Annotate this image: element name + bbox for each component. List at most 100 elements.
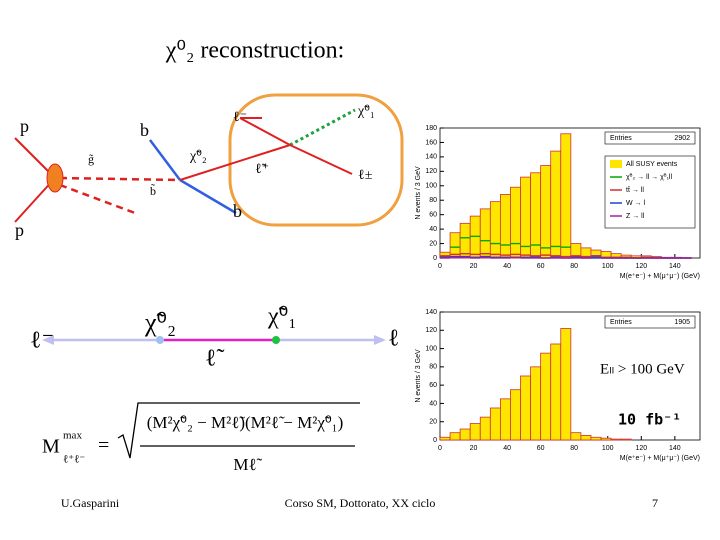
label: χ̃⁰₁ — [357, 104, 375, 119]
label: χ̃⁰₂ — [189, 149, 207, 164]
x-tick-label: 140 — [669, 445, 681, 452]
x-tick-label: 140 — [669, 263, 681, 270]
entries-label: Entries — [610, 135, 632, 142]
legend-label: tt̄ → ll — [626, 186, 644, 194]
bar — [469, 215, 481, 259]
highlight-box — [228, 93, 404, 227]
legend-label: All SUSY events — [626, 161, 678, 168]
y-tick-label: 140 — [425, 309, 437, 316]
label: b — [140, 120, 149, 140]
entries-box — [604, 131, 696, 145]
label: ℓ⁻ — [233, 110, 247, 125]
y-tick-label: 60 — [429, 212, 437, 219]
collision — [46, 163, 64, 193]
label: χ̃⁰₁ — [267, 304, 297, 330]
bar — [499, 194, 511, 259]
bar — [570, 432, 582, 441]
b-jet — [149, 139, 181, 181]
y-tick-label: 120 — [425, 327, 437, 334]
lepton-line — [239, 117, 291, 146]
bar — [550, 343, 562, 441]
y-tick-label: 80 — [429, 364, 437, 371]
bar — [510, 389, 521, 441]
y-axis-label: N events / 3 GeV — [415, 349, 422, 403]
label: ℓ — [388, 326, 400, 352]
sparticle-line — [59, 176, 181, 182]
label: p — [15, 220, 24, 240]
bar — [530, 366, 542, 441]
y-tick-label: 60 — [429, 382, 437, 389]
y-tick-label: 160 — [425, 139, 437, 146]
formula: max — [63, 430, 82, 442]
entries-box — [604, 315, 696, 329]
bar — [540, 165, 552, 259]
y-tick-label: 120 — [425, 168, 437, 175]
label: χ̃⁰₂ — [144, 308, 176, 337]
x-tick-label: 20 — [470, 263, 478, 270]
bar — [489, 201, 501, 259]
bar — [459, 222, 471, 259]
bar — [459, 428, 471, 441]
annotation: 10 fb⁻¹ — [618, 411, 681, 429]
vertex — [156, 336, 164, 344]
entries-label: Entries — [610, 319, 632, 326]
entries-value: 2902 — [674, 135, 690, 142]
label: ℓ̃⁺ — [255, 162, 269, 177]
x-axis-label: M(e⁺e⁻) + M(μ⁺μ⁻) (GeV) — [620, 273, 700, 280]
x-tick-label: 60 — [537, 445, 545, 452]
bar — [550, 150, 562, 259]
y-axis-label: N events / 3 GeV — [415, 166, 422, 220]
neutralino-line — [289, 108, 356, 147]
y-tick-label: 0 — [433, 437, 437, 444]
label: b — [233, 201, 242, 221]
y-tick-label: 40 — [429, 226, 437, 233]
bar — [489, 407, 501, 441]
x-tick-label: 40 — [503, 263, 511, 270]
footer: Corso SM, Dottorato, XX ciclo — [285, 496, 436, 510]
label: ℓ̃ — [205, 346, 224, 372]
formula: (M²χ̃⁰₂ − M²ℓ̃)(M²ℓ̃ − M²χ̃⁰₁) — [147, 413, 344, 432]
bar — [560, 328, 572, 441]
legend-swatch — [610, 160, 622, 168]
slide-title: χ⁰₂ reconstruction: — [165, 38, 345, 64]
bar — [469, 423, 481, 441]
bar — [560, 133, 572, 259]
y-tick-label: 140 — [425, 154, 437, 161]
bar — [479, 416, 491, 441]
b-jet — [179, 178, 237, 215]
x-tick-label: 100 — [602, 445, 614, 452]
lepton-line — [289, 144, 353, 175]
sqrt-sign — [117, 402, 360, 459]
footer: 7 — [652, 496, 658, 510]
x-tick-label: 80 — [570, 445, 578, 452]
legend-label: W → l — [626, 200, 645, 207]
y-tick-label: 80 — [429, 197, 437, 204]
bar — [499, 398, 511, 441]
legend-label: Z → ll — [626, 213, 645, 220]
annotation: Eₗₗ > 100 GeV — [600, 361, 685, 377]
bar — [520, 375, 531, 441]
y-tick-label: 40 — [429, 400, 437, 407]
x-tick-label: 80 — [570, 263, 578, 270]
x-tick-label: 0 — [438, 263, 442, 270]
x-axis-label: M(e⁺e⁻) + M(μ⁺μ⁻) (GeV) — [620, 455, 700, 462]
bar — [600, 437, 612, 441]
x-tick-label: 60 — [537, 263, 545, 270]
formula: ℓ⁺ℓ⁻ — [63, 454, 85, 466]
x-tick-label: 120 — [635, 445, 647, 452]
formula: = — [98, 435, 109, 457]
legend-label: χ̃⁰₂ → ll → χ̃⁰₁ll — [626, 173, 672, 181]
y-tick-label: 100 — [425, 183, 437, 190]
x-tick-label: 0 — [438, 445, 442, 452]
bar — [479, 208, 491, 259]
bar — [439, 436, 451, 441]
entries-value: 1905 — [674, 319, 690, 326]
bar — [580, 435, 592, 441]
arrow-head — [42, 335, 54, 345]
bar — [449, 432, 461, 441]
y-tick-label: 100 — [425, 345, 437, 352]
bar — [510, 186, 521, 259]
vertex — [272, 336, 280, 344]
x-tick-label: 20 — [470, 445, 478, 452]
y-tick-label: 180 — [425, 125, 437, 132]
